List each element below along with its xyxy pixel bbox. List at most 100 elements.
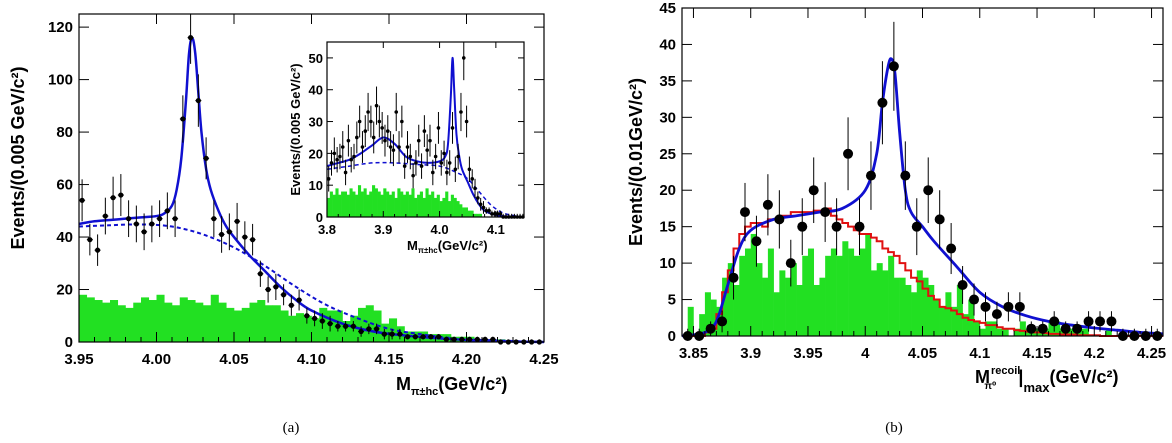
- a-inset-data-point: [487, 208, 491, 213]
- a-data-point: [451, 336, 457, 342]
- a-sideband-bin: [172, 305, 181, 342]
- a-data-point: [327, 321, 333, 327]
- b-sideband-bin: [830, 248, 837, 336]
- a-ytick-label: 20: [56, 282, 73, 299]
- a-sideband-bin: [94, 300, 103, 342]
- a-sideband-bin: [164, 302, 173, 342]
- b-sideband-bin: [796, 284, 803, 336]
- b-data-point: [785, 258, 796, 269]
- a-inset-data-point: [383, 138, 387, 143]
- b-sideband-bin: [785, 277, 792, 336]
- a-inset-data-point: [366, 110, 370, 114]
- b-data-point: [831, 221, 842, 232]
- a-data-point: [164, 208, 170, 214]
- a-inset-sideband-bin: [453, 197, 457, 217]
- b-sideband-bin: [956, 284, 963, 336]
- a-sideband-bin: [249, 302, 258, 342]
- b-sideband-bin: [951, 306, 958, 336]
- a-data-point: [257, 271, 263, 277]
- a-inset-sideband-bin: [369, 191, 373, 217]
- a-inset-xtick-label: 4.0: [431, 222, 449, 237]
- a-sideband-bin: [311, 318, 320, 342]
- a-data-point: [474, 336, 480, 342]
- a-data-point: [157, 216, 163, 222]
- a-inset-sideband-bin: [335, 188, 339, 217]
- b-data-point: [728, 272, 739, 283]
- a-inset-xtick-label: 3.8: [318, 222, 336, 237]
- b-sideband-bin: [825, 255, 832, 336]
- b-sideband-bin: [928, 284, 935, 336]
- b-sideband-bin: [710, 299, 717, 336]
- a-inset-data-point: [425, 148, 429, 152]
- b-sideband-bin: [790, 263, 797, 336]
- b-ytick-label: 0: [668, 328, 676, 345]
- a-inset-sideband-bin: [391, 191, 395, 217]
- b-sideband-bin: [704, 292, 711, 336]
- a-sideband-bin: [342, 321, 351, 342]
- a-data-point: [366, 326, 372, 332]
- b-data-point: [762, 199, 773, 210]
- a-inset-ytick-label: 50: [309, 51, 323, 66]
- a-data-point: [459, 336, 465, 342]
- b-sideband-bin: [893, 277, 900, 336]
- a-inset-data-point: [453, 167, 458, 172]
- b-ytick-label: 10: [659, 255, 676, 272]
- a-sideband-bin: [319, 307, 328, 342]
- a-xtick-label: 4.00: [142, 351, 171, 368]
- a-inset-sideband-bin: [442, 197, 446, 217]
- a-inset-data-point: [476, 196, 480, 200]
- a-xtick-label: 4.20: [452, 351, 481, 368]
- a-inset-data-point: [436, 126, 441, 130]
- b-sideband-bin: [876, 263, 883, 336]
- b-data-point: [946, 243, 957, 254]
- a-inset-sideband-bin: [456, 201, 460, 217]
- a-caption: (a): [283, 420, 300, 436]
- a-data-point: [172, 216, 178, 222]
- b-sideband-bin: [848, 248, 855, 336]
- a-ytick-label: 100: [48, 72, 73, 89]
- a-inset-sideband-bin: [386, 191, 390, 217]
- a-data-point: [490, 336, 496, 342]
- b-sideband-bin: [968, 299, 975, 336]
- b-sideband-bin: [962, 314, 969, 336]
- b-xtick-label: 4.2: [1084, 345, 1105, 362]
- a-data-point: [118, 192, 124, 198]
- b-sideband-bin: [853, 255, 860, 336]
- a-inset-data-point: [363, 129, 368, 133]
- a-data-point: [234, 218, 240, 224]
- a-inset-sideband-bin: [366, 194, 370, 217]
- a-data-point: [374, 326, 380, 332]
- a-inset-sideband-bin: [355, 194, 359, 217]
- a-data-point: [350, 323, 356, 329]
- a-data-point: [110, 195, 116, 201]
- a-data-point: [95, 247, 101, 253]
- a-inset-sideband-bin: [419, 191, 423, 217]
- b-sideband-bin: [933, 299, 940, 336]
- b-sideband-bin: [911, 292, 918, 336]
- b-sideband-bin: [819, 277, 826, 336]
- a-sideband-bin: [327, 310, 336, 342]
- b-sideband-bin: [1054, 321, 1061, 336]
- b-sideband-bin: [916, 270, 923, 336]
- a-sideband-bin: [148, 300, 157, 342]
- a-sideband-bin: [133, 302, 142, 342]
- b-axes: 3.85 3.9 3.95 4 4.05 4.1 4.15 4.2 4.25 0 5 10 15 20 25…: [659, 0, 1166, 362]
- a-data-point: [180, 116, 186, 122]
- a-sideband-bin: [358, 307, 367, 342]
- b-sideband-bin: [899, 277, 906, 336]
- panel-a: 3.95 4.00 4.05 4.10 4.15 4.20 4.25020406080100…: [8, 13, 559, 436]
- b-sideband-bin: [974, 321, 981, 336]
- a-inset-data-point: [467, 167, 472, 172]
- b-data-point: [843, 148, 854, 159]
- a-inset-data-point: [326, 177, 331, 181]
- a-inset-sideband-bin: [414, 197, 418, 217]
- a-data-point: [428, 334, 434, 340]
- b-data-point: [980, 301, 991, 312]
- a-inset-sideband-bin: [476, 213, 480, 217]
- a-inset-data-point: [470, 177, 475, 181]
- a-sideband-bin: [257, 300, 266, 342]
- a-sideband-bin: [125, 307, 134, 342]
- b-ytick-label: 45: [659, 0, 676, 17]
- b-data-point: [991, 309, 1002, 320]
- a-sideband-bin: [296, 313, 305, 342]
